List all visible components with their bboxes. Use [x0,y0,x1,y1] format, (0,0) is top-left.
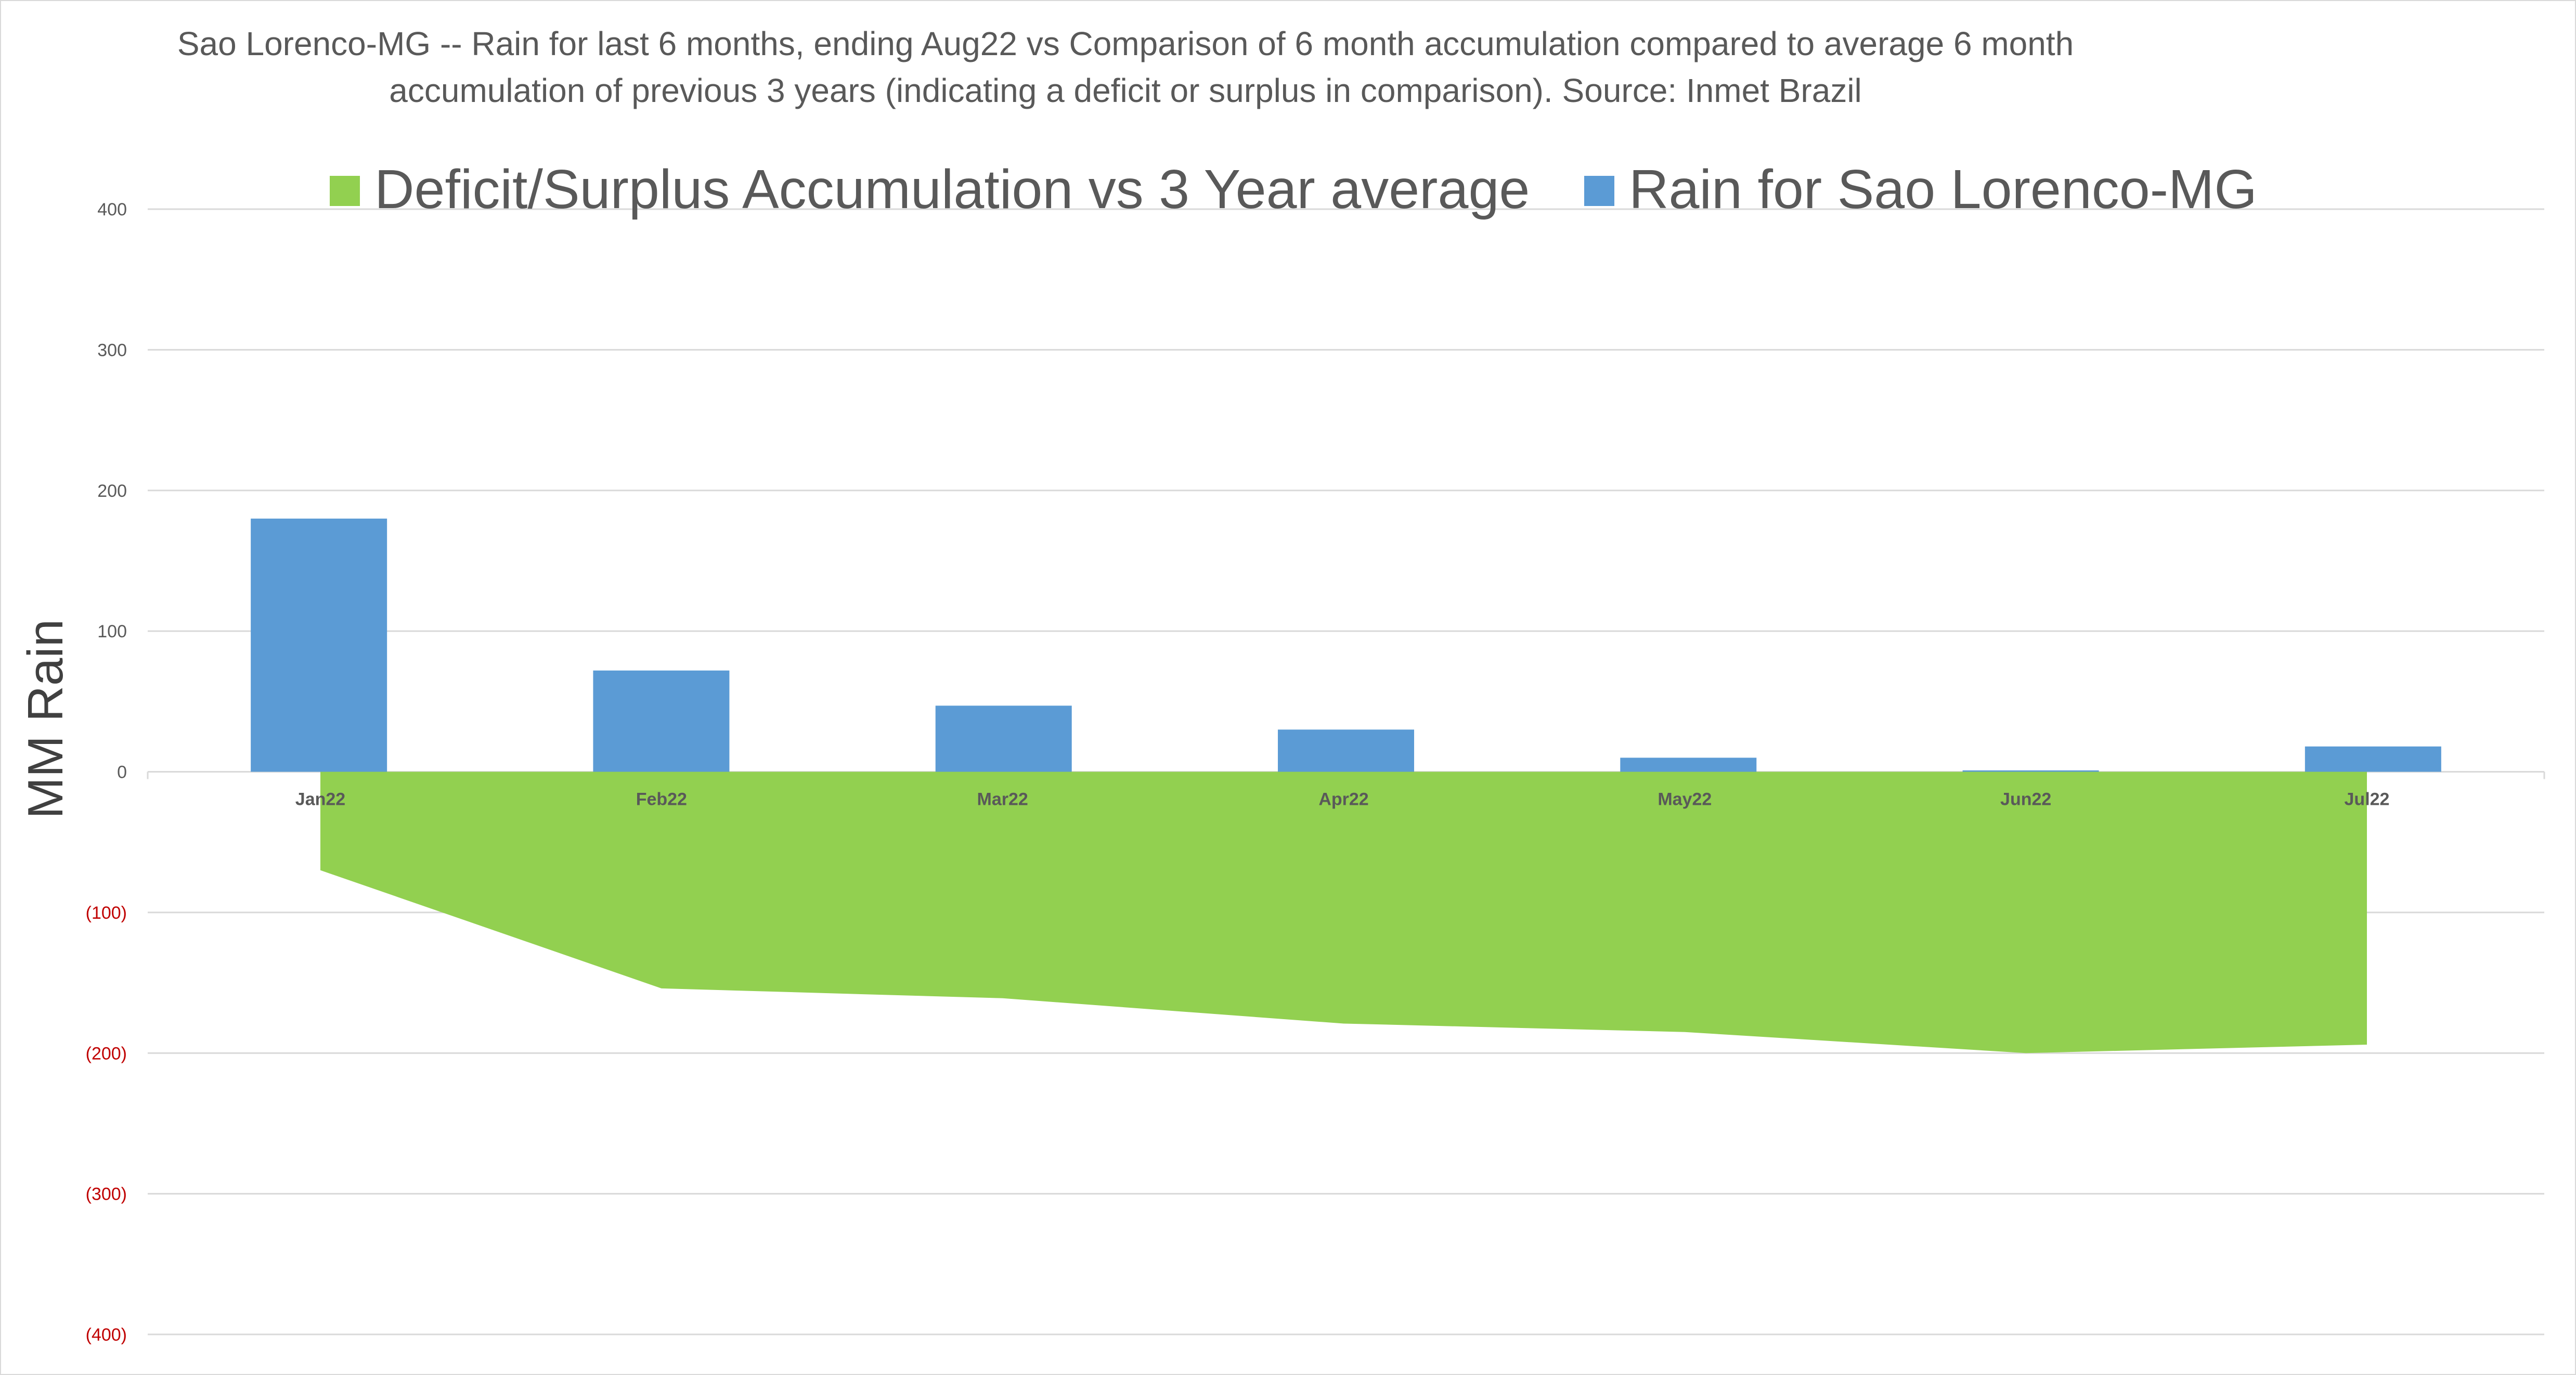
legend-swatch-rain [1584,176,1614,206]
rain-bar [2305,746,2441,772]
x-tick-label: Apr22 [1318,790,1368,809]
x-tick-label: Mar22 [977,790,1028,809]
y-axis-label: MM Rain [18,619,73,819]
y-tick-label: (300) [86,1185,127,1204]
y-axis: 400 300 200 100 0 (100) (200) (300) (400) [86,200,127,1345]
y-tick-label: (200) [86,1044,127,1063]
area-series-layer [320,772,2367,1053]
rain-bar [251,518,387,772]
y-tick-label: (400) [86,1325,127,1345]
x-axis: Jan22 Feb22 Mar22 Apr22 May22 Jun22 Jul22 [295,790,2390,809]
x-tick-label: Jun22 [2000,790,2051,809]
y-tick-label: (100) [86,903,127,923]
legend-label-rain: Rain for Sao Lorenco-MG [1629,159,2257,220]
x-tick-label: May22 [1658,790,1712,809]
legend-swatch-deficit [330,176,360,206]
x-tick-label: Jan22 [295,790,345,809]
rain-bar [1278,729,1414,772]
rain-bar [1620,757,1757,772]
rain-bar [593,670,730,772]
chart-title: Sao Lorenco-MG -- Rain for last 6 months… [177,25,2074,109]
x-tick-label: Jul22 [2345,790,2390,809]
y-tick-label: 200 [97,481,127,501]
rain-bar [1962,770,2099,772]
y-tick-label: 0 [117,763,127,782]
y-tick-label: 100 [97,622,127,641]
x-tick-label: Feb22 [636,790,687,809]
chart-title-line-1: Sao Lorenco-MG -- Rain for last 6 months… [177,25,2074,62]
bar-series-layer [251,518,2441,772]
area-deficit-surplus [320,772,2367,1053]
legend-label-deficit: Deficit/Surplus Accumulation vs 3 Year a… [374,159,1530,220]
y-tick-label: 300 [97,340,127,360]
rain-bar [935,705,1072,772]
y-tick-label: 400 [97,200,127,220]
chart-title-line-2: accumulation of previous 3 years (indica… [389,72,1862,109]
legend: Deficit/Surplus Accumulation vs 3 Year a… [330,159,2257,220]
